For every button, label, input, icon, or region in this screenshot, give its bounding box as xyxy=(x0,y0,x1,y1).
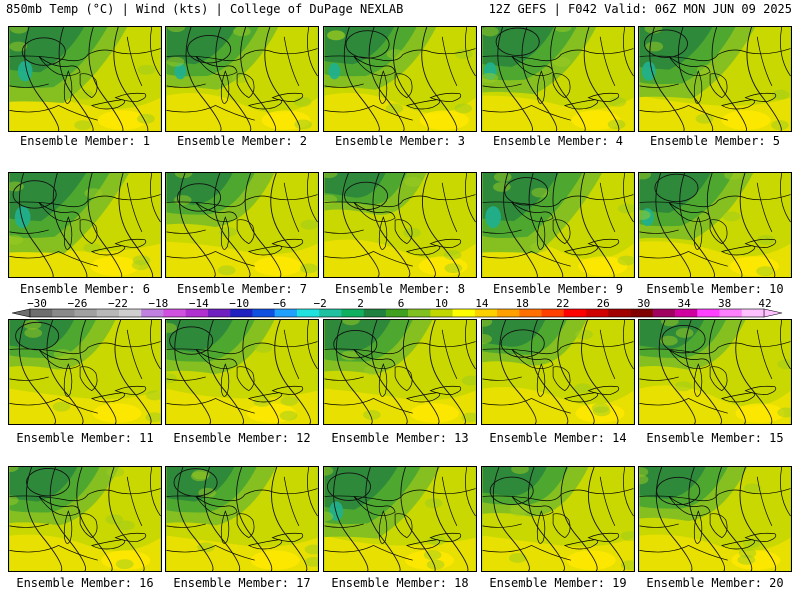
colorbar-swatch xyxy=(296,309,320,317)
temperature-colorbar: −30 −26 −22 −18 −14 −10 −6 −2 2 6 10 14 18 22 26 30 34 38… xyxy=(0,296,800,320)
colorbar-swatch xyxy=(608,309,631,317)
colorbar-tick-label: 22 xyxy=(556,297,569,310)
ensemble-member-label: Ensemble Member: 1 xyxy=(19,134,151,148)
colorbar-tick-label: −30 xyxy=(27,297,47,310)
colorbar-tick-label: −22 xyxy=(108,297,128,310)
colorbar-swatch xyxy=(541,309,565,317)
colorbar-outline xyxy=(29,308,765,318)
ensemble-member-label: Ensemble Member: 17 xyxy=(173,576,311,590)
ensemble-member-label: Ensemble Member: 13 xyxy=(331,431,469,445)
map-panel xyxy=(638,466,792,572)
ensemble-member-label: Ensemble Member: 3 xyxy=(334,134,466,148)
map-panel xyxy=(638,172,792,278)
map-panel xyxy=(481,319,635,425)
colorbar-swatch xyxy=(385,309,409,317)
colorbar-swatch xyxy=(586,309,609,317)
colorbar-swatch xyxy=(141,309,164,317)
ensemble-member-label: Ensemble Member: 5 xyxy=(649,134,781,148)
colorbar-tick-label: 42 xyxy=(758,297,771,310)
map-panel xyxy=(8,172,162,278)
colorbar-swatch xyxy=(252,309,275,317)
map-panel xyxy=(8,319,162,425)
colorbar-tick-label: −18 xyxy=(148,297,168,310)
colorbar-swatch xyxy=(452,309,476,317)
map-panel xyxy=(323,466,477,572)
header-title: 850mb Temp (°C) | Wind (kts) | College o… xyxy=(6,2,404,16)
colorbar-swatch xyxy=(274,309,298,317)
ensemble-member-label: Ensemble Member: 18 xyxy=(331,576,469,590)
colorbar-swatch xyxy=(163,309,186,317)
colorbar-tick-label: −14 xyxy=(189,297,209,310)
ensemble-member-label: Ensemble Member: 15 xyxy=(646,431,784,445)
ensemble-member-label: Ensemble Member: 11 xyxy=(16,431,154,445)
colorbar-tick-label: 30 xyxy=(637,297,650,310)
colorbar-swatch xyxy=(207,309,231,317)
colorbar-swatch xyxy=(741,309,765,317)
ensemble-member-label: Ensemble Member: 4 xyxy=(492,134,624,148)
colorbar-swatch xyxy=(652,309,676,317)
map-panel xyxy=(323,26,477,132)
header-valid-time: 12Z GEFS | F042 Valid: 06Z MON JUN 09 20… xyxy=(488,2,792,16)
colorbar-swatch xyxy=(341,309,364,317)
colorbar-swatch xyxy=(408,309,431,317)
ensemble-member-label: Ensemble Member: 2 xyxy=(176,134,308,148)
colorbar-max-arrow xyxy=(763,308,783,318)
colorbar-tick-label: 10 xyxy=(435,297,448,310)
colorbar-min-arrow xyxy=(11,308,31,318)
colorbar-swatch xyxy=(319,309,342,317)
colorbar-swatch xyxy=(96,309,120,317)
ensemble-member-label: Ensemble Member: 7 xyxy=(176,282,308,296)
map-panel xyxy=(8,26,162,132)
map-panel xyxy=(638,26,792,132)
colorbar-tick-label: 26 xyxy=(597,297,610,310)
colorbar-swatch xyxy=(474,309,498,317)
ensemble-member-label: Ensemble Member: 12 xyxy=(173,431,311,445)
colorbar-swatch xyxy=(675,309,698,317)
colorbar-swatch xyxy=(630,309,654,317)
colorbar-tick-label: 6 xyxy=(398,297,405,310)
colorbar-swatch xyxy=(563,309,587,317)
map-panel xyxy=(481,466,635,572)
colorbar-tick-label: 18 xyxy=(516,297,529,310)
ensemble-member-label: Ensemble Member: 14 xyxy=(489,431,627,445)
map-panel xyxy=(165,466,319,572)
colorbar-swatch xyxy=(719,309,743,317)
map-panel xyxy=(481,26,635,132)
colorbar-swatch xyxy=(519,309,542,317)
colorbar-tick-label: 34 xyxy=(677,297,691,310)
map-panel xyxy=(638,319,792,425)
colorbar-swatch xyxy=(74,309,98,317)
map-panel xyxy=(165,172,319,278)
ensemble-member-label: Ensemble Member: 10 xyxy=(646,282,784,296)
colorbar-tick-label: −26 xyxy=(67,297,87,310)
ensemble-member-label: Ensemble Member: 16 xyxy=(16,576,154,590)
map-panel xyxy=(8,466,162,572)
ensemble-member-label: Ensemble Member: 9 xyxy=(492,282,624,296)
ensemble-member-label: Ensemble Member: 19 xyxy=(489,576,627,590)
colorbar-swatch xyxy=(430,309,453,317)
ensemble-member-label: Ensemble Member: 20 xyxy=(646,576,784,590)
map-panel xyxy=(323,319,477,425)
ensemble-member-label: Ensemble Member: 8 xyxy=(334,282,466,296)
colorbar-svg: −30 −26 −22 −18 −14 −10 −6 −2 2 6 10 14 18 22 26 30 34 38… xyxy=(11,297,783,318)
ensemble-member-label: Ensemble Member: 6 xyxy=(19,282,151,296)
colorbar-swatch xyxy=(30,309,53,317)
map-panel xyxy=(165,26,319,132)
colorbar-swatch xyxy=(185,309,209,317)
colorbar-swatch xyxy=(697,309,720,317)
colorbar-tick-label: −2 xyxy=(313,297,326,310)
colorbar-swatch xyxy=(497,309,520,317)
colorbar-swatch xyxy=(52,309,75,317)
colorbar-swatch xyxy=(230,309,253,317)
colorbar-tick-label: −6 xyxy=(273,297,286,310)
map-panel xyxy=(481,172,635,278)
map-panel xyxy=(323,172,477,278)
colorbar-tick-label: 38 xyxy=(718,297,731,310)
colorbar-tick-label: 2 xyxy=(357,297,364,310)
map-panel xyxy=(165,319,319,425)
colorbar-tick-label: −10 xyxy=(229,297,249,310)
colorbar-swatch xyxy=(363,309,387,317)
colorbar-tick-label: 14 xyxy=(475,297,489,310)
colorbar-swatch xyxy=(118,309,142,317)
